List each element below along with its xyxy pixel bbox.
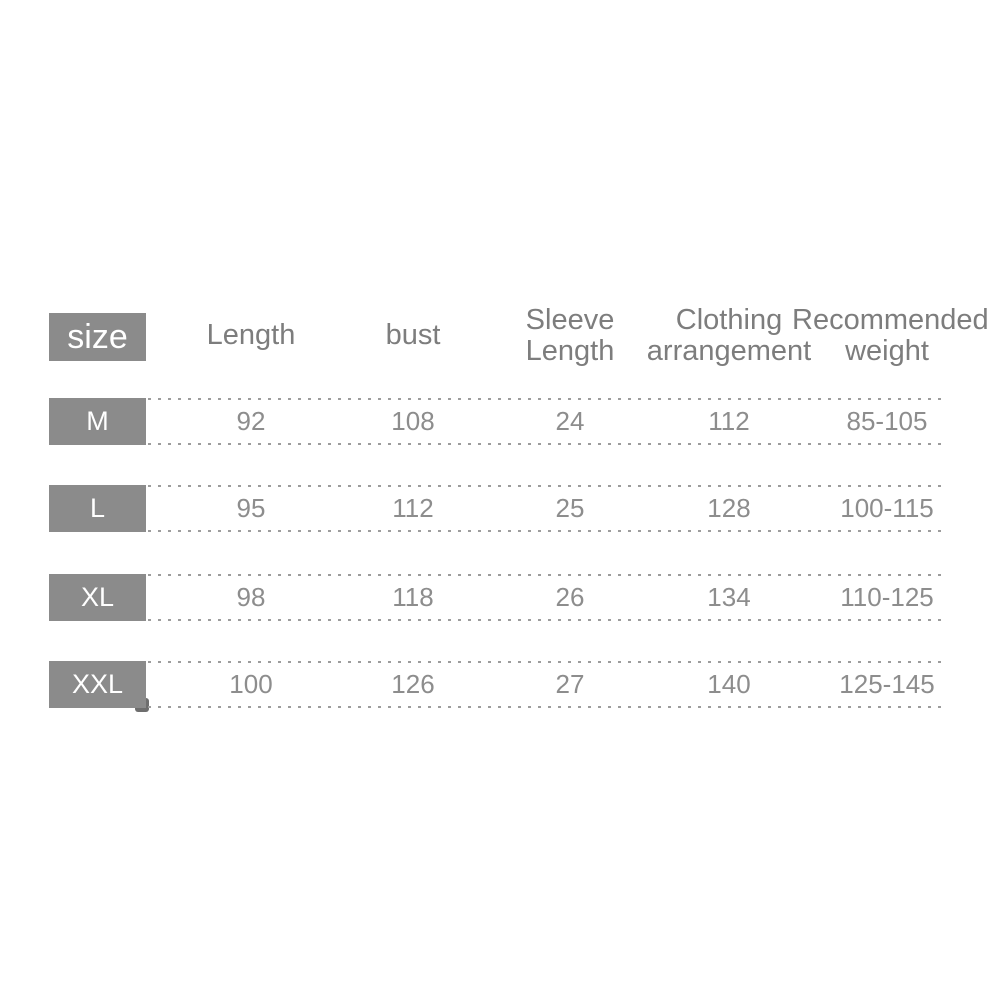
cell-length: 98 [236, 582, 266, 612]
table-row-xl: XL 98 118 26 134 110-125 [0, 574, 1000, 621]
cell-clothing-arrangement: 140 [707, 669, 751, 699]
dotted-divider [148, 661, 948, 663]
table-row-xxl: XXL 100 126 27 140 125-145 [0, 661, 1000, 708]
size-header-box: size [49, 313, 146, 361]
dotted-divider [148, 485, 948, 487]
size-label-box-xxl: XXL [49, 661, 146, 708]
cell-bust: 118 [392, 582, 434, 612]
size-label-box-m: M [49, 398, 146, 445]
size-label: XL [80, 582, 115, 612]
dotted-divider [148, 443, 948, 445]
row-values: 92 108 24 112 85-105 [148, 398, 948, 445]
dotted-divider [148, 619, 948, 621]
cell-recommended-weight: 85-105 [846, 406, 928, 436]
cell-sleeve-length: 24 [555, 406, 585, 436]
dotted-divider [148, 398, 948, 400]
cell-sleeve-length: 25 [555, 493, 585, 523]
cell-clothing-arrangement: 112 [708, 406, 750, 436]
cell-clothing-arrangement: 128 [707, 493, 751, 523]
size-label: L [89, 493, 106, 523]
table-row-l: L 95 112 25 128 100-115 [0, 485, 1000, 532]
cell-bust: 112 [392, 493, 434, 523]
column-header-clothing-arrangement: Clothing arrangement [646, 304, 812, 367]
table-row-m: M 92 108 24 112 85-105 [0, 398, 1000, 445]
dotted-divider [148, 530, 948, 532]
cell-recommended-weight: 125-145 [839, 669, 935, 699]
column-header-bust: bust [385, 319, 441, 351]
size-label-box-l: L [49, 485, 146, 532]
cell-bust: 108 [391, 406, 435, 436]
size-label: XXL [71, 669, 124, 699]
cell-sleeve-length: 26 [555, 582, 585, 612]
row-values: 100 126 27 140 125-145 [148, 661, 948, 708]
cell-recommended-weight: 110-125 [840, 582, 934, 612]
cell-clothing-arrangement: 134 [707, 582, 751, 612]
cell-recommended-weight: 100-115 [840, 493, 934, 523]
column-header-recommended-weight: Recommended weight [792, 304, 989, 367]
column-header-sleeve-length: Sleeve Length [525, 304, 615, 367]
dotted-divider [148, 706, 948, 708]
row-values: 95 112 25 128 100-115 [148, 485, 948, 532]
cell-length: 92 [236, 406, 266, 436]
cell-length: 100 [229, 669, 273, 699]
column-header-length: Length [206, 319, 296, 351]
dotted-divider [148, 574, 948, 576]
size-header-label: size [67, 317, 128, 356]
cell-length: 95 [236, 493, 266, 523]
size-label: M [86, 406, 109, 436]
cell-bust: 126 [391, 669, 435, 699]
size-label-box-xl: XL [49, 574, 146, 621]
row-values: 98 118 26 134 110-125 [148, 574, 948, 621]
cell-sleeve-length: 27 [555, 669, 585, 699]
